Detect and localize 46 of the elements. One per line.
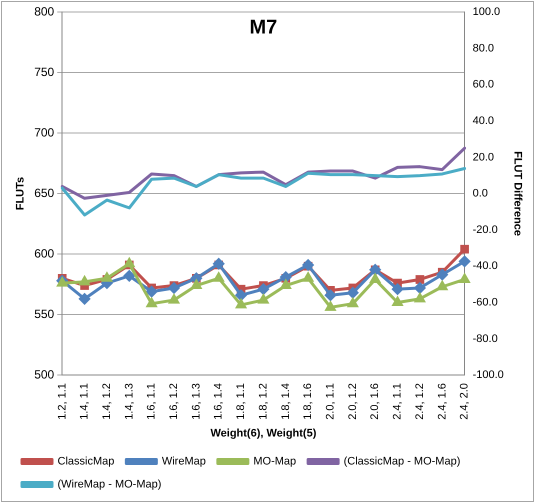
x-tick-label: 1.8, 1.4 <box>280 383 292 420</box>
legend-label: (WireMap - MO-Map) <box>58 478 162 491</box>
chart-title: M7 <box>250 16 278 39</box>
x-tick-label: 1.8, 1.1 <box>235 383 248 420</box>
x-tick-label: 1.4, 1.1 <box>78 383 91 420</box>
x-tick-label: 1.8, 1.6 <box>302 383 314 420</box>
x-tick-label: 2.4, 1.2 <box>414 383 426 420</box>
legend-label: MO-Map <box>253 456 296 468</box>
y2-tick-label: 20.0 <box>472 151 494 164</box>
y2-axis-title: FLUT Difference <box>511 151 524 236</box>
x-tick-label: 1.6, 1.1 <box>146 383 158 420</box>
y-tick-label: 700 <box>34 125 55 140</box>
y2-tick-label: -60.0 <box>472 296 498 309</box>
y-tick-label: 800 <box>34 4 55 18</box>
x-tick-label: 1.6, 1.2 <box>168 383 180 420</box>
y2-tick-label: 80.0 <box>472 42 494 54</box>
x-tick-label: 1.6, 1.4 <box>212 383 225 420</box>
x-tick-label: 2.0, 1.1 <box>324 383 337 420</box>
y-tick-label: 600 <box>34 246 55 260</box>
x-tick-label: 2.0, 1.6 <box>369 383 382 420</box>
y2-tick-label: 100.0 <box>472 6 500 18</box>
x-tick-label: 1.6, 1.3 <box>190 383 202 420</box>
legend-label: ClassicMap <box>58 456 114 468</box>
y2-tick-label: -40.0 <box>472 260 498 272</box>
x-tick-label: 2.4, 1.1 <box>392 383 404 420</box>
x-tick-label: 2.0, 1.2 <box>346 383 359 420</box>
legend-label: (ClassicMap - MO-Map) <box>344 456 460 468</box>
y-tick-label: 650 <box>34 186 55 200</box>
y-axis-title: FLUTs <box>14 176 27 210</box>
y2-tick-label: 0.0 <box>472 188 488 200</box>
x-axis-title: Weight(6), Weight(5) <box>210 427 317 440</box>
y2-tick-label: -20.0 <box>472 224 498 236</box>
x-tick-label: 2.4, 1.6 <box>436 383 448 420</box>
x-tick-label: 1.8, 1.2 <box>257 383 270 420</box>
x-tick-label: 2.4, 2.0 <box>458 383 471 420</box>
y-tick-label: 750 <box>34 64 55 79</box>
legend-label: WireMap <box>162 456 206 468</box>
y2-tick-label: 60.0 <box>472 78 494 91</box>
x-tick-label: 1.2, 1.1 <box>56 383 68 420</box>
y2-tick-label: 40.0 <box>472 114 494 127</box>
y2-tick-label: -80.0 <box>472 332 498 345</box>
y-tick-label: 500 <box>34 367 55 382</box>
y-tick-label: 550 <box>34 306 55 321</box>
x-tick-label: 1.4, 1.2 <box>100 383 113 420</box>
x-tick-label: 1.4, 1.3 <box>123 383 136 420</box>
y2-tick-label: -100.0 <box>472 369 504 382</box>
